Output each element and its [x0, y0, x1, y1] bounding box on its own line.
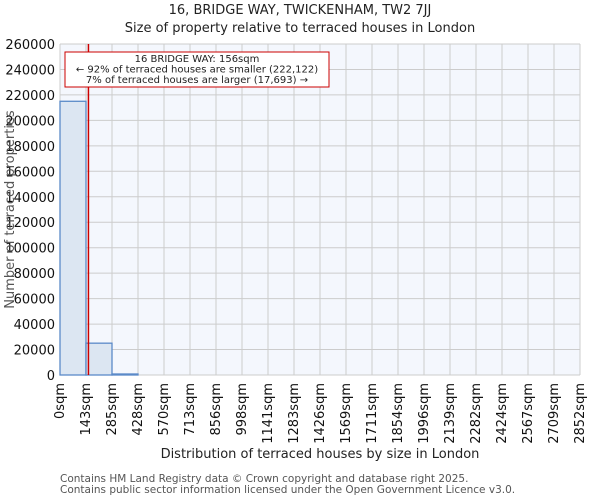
y-tick-label: 20000 [14, 344, 55, 359]
x-tick-label: 998sqm [235, 383, 250, 436]
x-tick-label: 2139sqm [443, 383, 458, 444]
x-tick-label: 713sqm [183, 383, 198, 436]
x-tick-label: 1711sqm [365, 383, 380, 444]
x-tick-label: 1569sqm [339, 383, 354, 444]
y-tick-label: 260000 [5, 38, 55, 53]
y-tick-label: 60000 [14, 293, 55, 308]
y-tick-label: 120000 [5, 216, 55, 231]
x-tick-label: 1141sqm [261, 383, 276, 444]
histogram-chart: 0 20000 40000 60000 80000 100000 120000 140000 1… [3, 38, 588, 462]
x-tick-label: 0sqm [53, 383, 68, 419]
chart-subtitle: Size of property relative to terraced ho… [124, 21, 476, 36]
annotation-text: ← 92% of terraced houses are smaller (22… [76, 65, 318, 76]
x-axis-label: Distribution of terraced houses by size … [161, 447, 480, 462]
x-tick-label: 1854sqm [391, 383, 406, 444]
y-tick-label: 180000 [5, 140, 55, 155]
y-tick-label: 40000 [14, 318, 55, 333]
histogram-bar [111, 373, 139, 376]
x-tick-label: 143sqm [79, 383, 94, 436]
x-tick-label: 570sqm [157, 383, 172, 436]
y-tick-label: 200000 [5, 114, 55, 129]
annotation-box [64, 51, 330, 88]
x-tick-label: 2567sqm [521, 383, 536, 444]
y-tick-label: 100000 [5, 242, 55, 257]
x-tick-label: 2282sqm [469, 383, 484, 444]
x-tick-label: 428sqm [131, 383, 146, 436]
y-axis-label: Number of terraced properties [3, 110, 18, 309]
x-tick-label: 2852sqm [573, 383, 588, 444]
histogram-bar [59, 100, 87, 376]
annotation-text: 7% of terraced houses are larger (17,693… [86, 75, 308, 86]
histogram-bar [85, 342, 113, 376]
x-tick-label: 2709sqm [547, 383, 562, 444]
chart-title: 16, BRIDGE WAY, TWICKENHAM, TW2 7JJ [168, 3, 432, 18]
y-tick-label: 80000 [14, 267, 55, 282]
y-tick-label: 140000 [5, 191, 55, 206]
annotation-text: 16 BRIDGE WAY: 156sqm [135, 54, 260, 65]
footer-licence: Contains public sector information licen… [60, 484, 516, 496]
x-tick-label: 285sqm [105, 383, 120, 436]
x-tick-label: 856sqm [209, 383, 224, 436]
y-tick-label: 220000 [5, 89, 55, 104]
x-tick-label: 1426sqm [313, 383, 328, 444]
y-tick-label: 240000 [5, 63, 55, 78]
x-tick-label: 1283sqm [287, 383, 302, 444]
footer-copyright: Contains HM Land Registry data © Crown c… [60, 473, 469, 485]
y-tick-label: 0 [47, 369, 55, 384]
x-tick-label: 2424sqm [495, 383, 510, 444]
y-tick-label: 160000 [5, 165, 55, 180]
x-tick-label: 1996sqm [417, 383, 432, 444]
